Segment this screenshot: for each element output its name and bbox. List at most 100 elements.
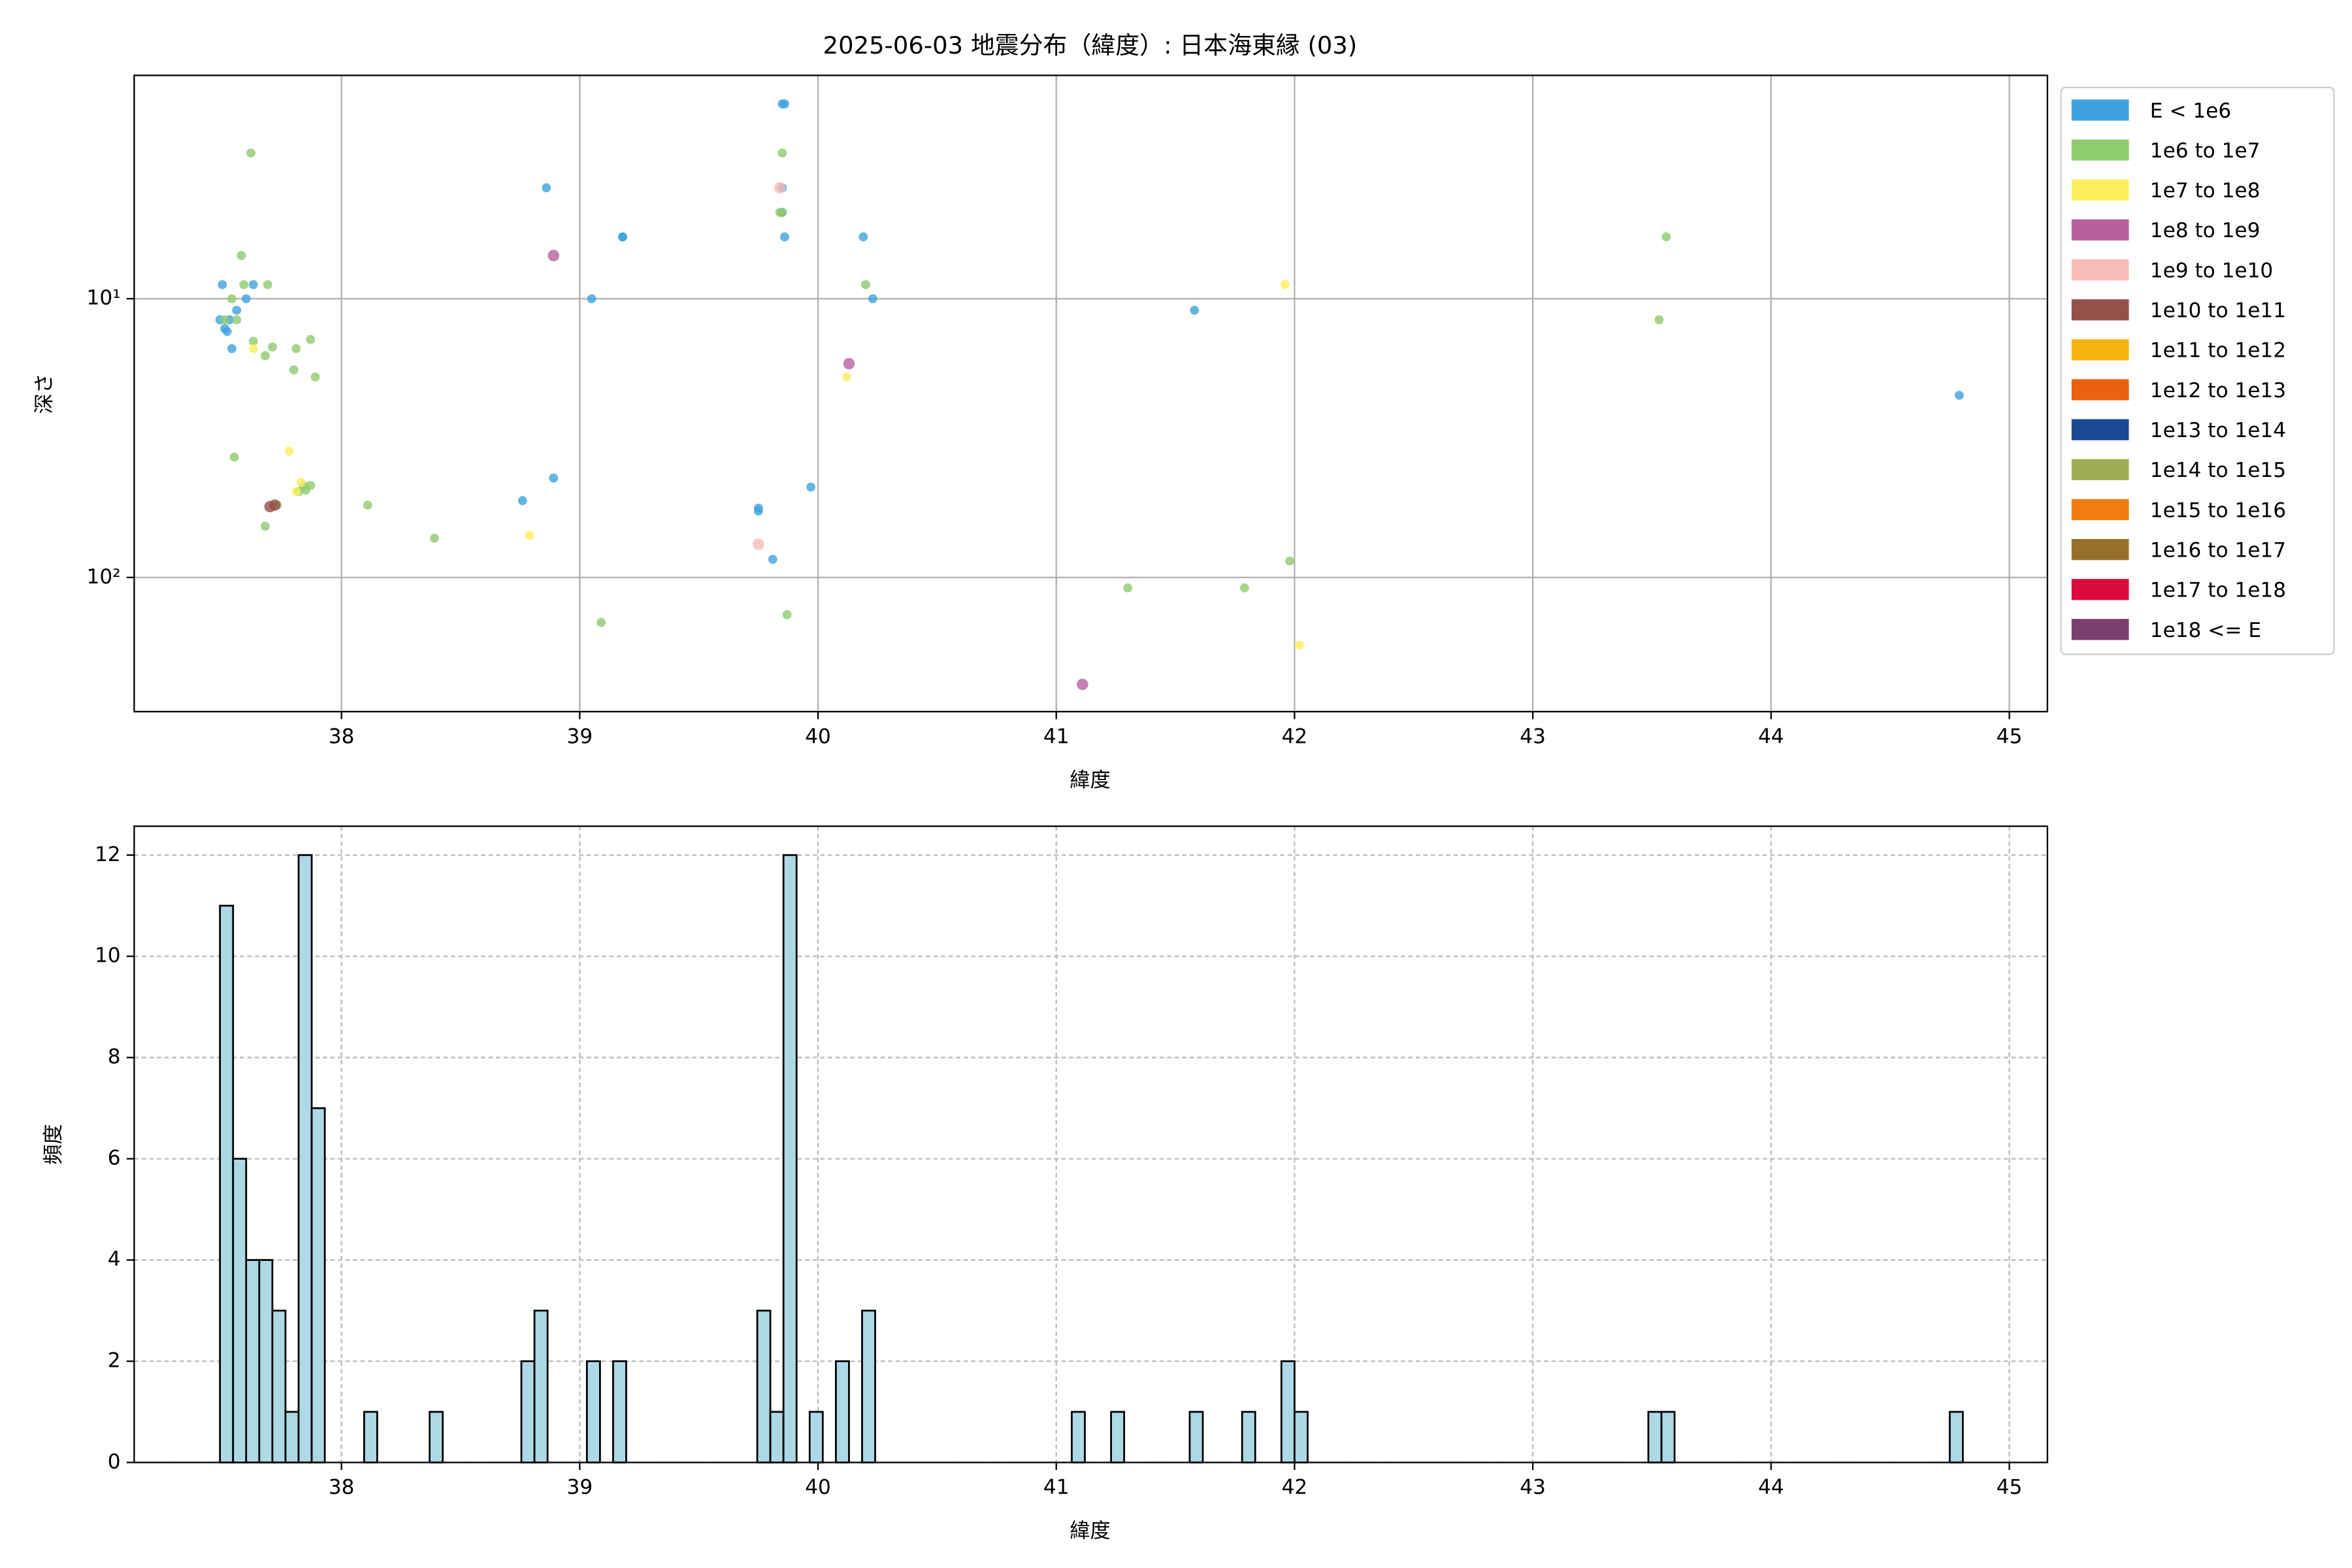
legend-label: 1e18 <= E (2150, 619, 2261, 642)
scatter-point (768, 555, 777, 564)
x-tick-label: 41 (1043, 1476, 1070, 1499)
x-tick-label: 42 (1282, 1476, 1308, 1499)
x-tick-label: 44 (1758, 1476, 1784, 1499)
histogram-bar (1647, 1411, 1663, 1463)
legend-label: 1e13 to 1e14 (2150, 419, 2286, 442)
y-tick-label: 0 (108, 1450, 121, 1473)
histogram-bar (769, 1411, 785, 1463)
y-tick-label: 8 (108, 1045, 121, 1069)
scatter-point (1661, 232, 1671, 242)
plot-frame (133, 825, 2048, 1463)
legend-swatch (2071, 179, 2129, 201)
legend-swatch (2071, 619, 2129, 640)
legend-label: 1e7 to 1e8 (2150, 179, 2261, 203)
histogram-bar (297, 854, 313, 1463)
legend-swatch (2071, 539, 2129, 561)
legend-box (2060, 86, 2335, 655)
legend-swatch (2071, 99, 2129, 121)
scatter-point (261, 351, 270, 361)
scatter-point (222, 327, 232, 336)
scatter-point (269, 499, 281, 511)
scatter-point (517, 496, 527, 506)
legend-label: 1e11 to 1e12 (2150, 339, 2286, 363)
x-tick-label: 41 (1043, 725, 1070, 748)
histogram-bar (861, 1309, 876, 1463)
scatter-point (248, 280, 258, 289)
histogram-bar (271, 1309, 287, 1463)
legend-swatch (2071, 339, 2129, 361)
y-tick-label: 4 (108, 1248, 121, 1271)
chart-title: 2025-06-03 地震分布（緯度）: 日本海東縁 (03) (823, 31, 1358, 59)
histogram-bar (782, 854, 798, 1463)
x-tick-label: 40 (805, 1476, 831, 1499)
scatter-point (227, 294, 237, 304)
scatter-point (806, 482, 816, 492)
scatter-point (227, 344, 237, 353)
legend-label: 1e9 to 1e10 (2150, 259, 2273, 282)
scatter-point (241, 294, 251, 304)
scatter-point (1077, 678, 1088, 691)
scatter-point (525, 531, 534, 540)
scatter-point (782, 610, 792, 619)
y-tick-label: 6 (108, 1147, 121, 1170)
legend-swatch (2071, 259, 2129, 281)
scatter-point (777, 208, 787, 218)
legend-swatch (2071, 299, 2129, 321)
plot-frame (133, 74, 2048, 713)
scatter-point (1294, 640, 1304, 650)
scatter-point (248, 344, 258, 353)
x-tick-label: 38 (329, 725, 355, 748)
scatter-point (780, 232, 789, 242)
scatter-point (587, 294, 596, 304)
x-tick-label: 42 (1282, 725, 1308, 748)
histogram-bar (756, 1309, 772, 1463)
scatter-point (220, 315, 229, 325)
y-tick-label: 2 (108, 1349, 121, 1373)
scatter-point (618, 232, 627, 242)
scatter-point (267, 342, 277, 352)
scatter-point (306, 481, 316, 491)
histogram-bar (1241, 1411, 1256, 1463)
legend-swatch (2071, 139, 2129, 161)
x-tick-label: 45 (1997, 725, 2023, 748)
scatter-point (858, 232, 868, 242)
histogram-bar (245, 1259, 261, 1463)
scatter-point (363, 500, 372, 510)
histogram-bar (1294, 1411, 1309, 1463)
scatter-point (596, 617, 606, 627)
scatter-point (1239, 583, 1249, 593)
histogram-bar (612, 1360, 627, 1463)
scatter-point (861, 280, 870, 289)
y-tick-label: 10¹ (87, 286, 121, 310)
histogram-bar (284, 1411, 300, 1463)
scatter-point (549, 473, 559, 483)
histogram-bar (1110, 1411, 1126, 1463)
scatter-point (1123, 583, 1133, 593)
scatter-point (868, 294, 877, 304)
x-tick-label: 44 (1758, 725, 1784, 748)
histogram-bar (1660, 1411, 1676, 1463)
histogram-bar (363, 1411, 378, 1463)
legend-label: E < 1e6 (2150, 99, 2231, 123)
scatter-point (229, 452, 239, 462)
histogram-bar (835, 1360, 850, 1463)
scatter-point (843, 357, 855, 370)
y-tick-label: 12 (95, 843, 121, 866)
scatter-point (774, 182, 786, 194)
histogram-bar (1071, 1411, 1086, 1463)
scatter-point (284, 446, 294, 456)
scatter-point (218, 280, 227, 289)
scatter-point (753, 538, 764, 550)
histogram-bar (232, 1158, 248, 1463)
x-tick-label: 40 (805, 725, 831, 748)
scatter-point (246, 148, 256, 158)
legend-label: 1e8 to 1e9 (2150, 219, 2261, 242)
legend-label: 1e15 to 1e16 (2150, 498, 2286, 522)
scatter-point (291, 487, 301, 497)
x-tick-label: 38 (329, 1476, 355, 1499)
x-tick-label: 43 (1520, 725, 1546, 748)
scatter-point (291, 344, 301, 353)
